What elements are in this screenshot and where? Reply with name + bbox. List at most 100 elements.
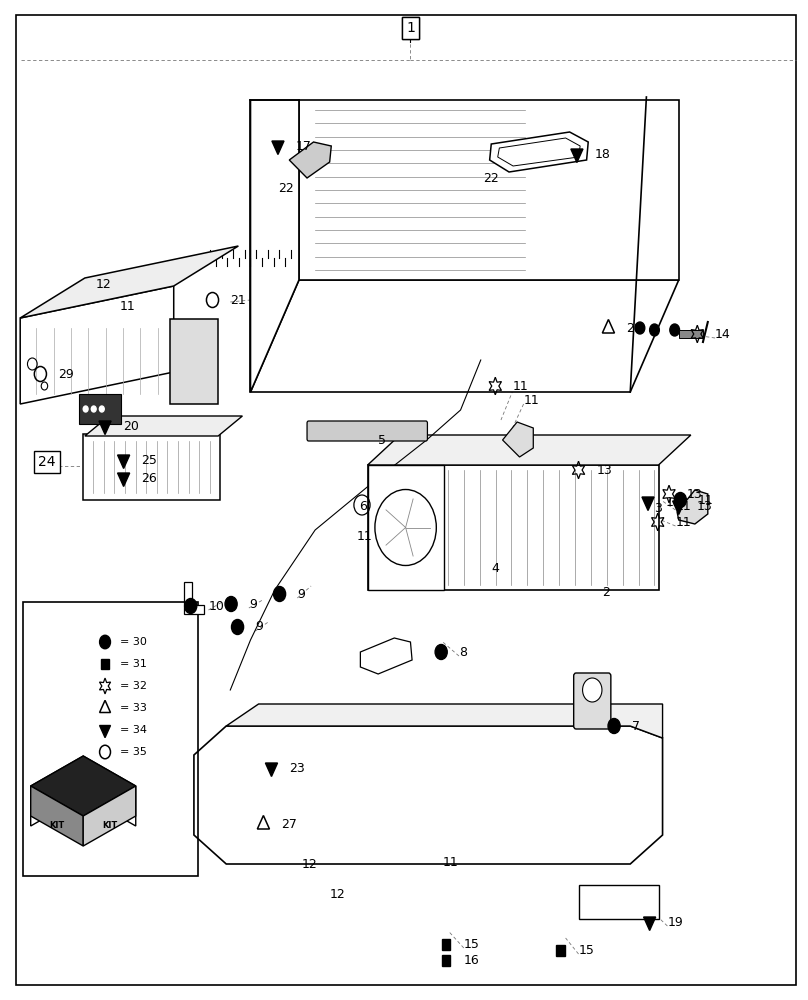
Text: 11: 11	[675, 499, 691, 512]
Text: 14: 14	[715, 328, 730, 340]
Circle shape	[670, 324, 680, 336]
Text: 22: 22	[278, 182, 293, 194]
Text: KIT: KIT	[49, 822, 65, 830]
Polygon shape	[184, 582, 204, 614]
Text: 5: 5	[378, 434, 386, 446]
Bar	[368, 465, 444, 590]
Text: 13: 13	[696, 499, 712, 512]
Text: 9: 9	[255, 620, 263, 634]
Text: 12: 12	[301, 857, 317, 870]
Polygon shape	[99, 726, 111, 738]
Text: 22: 22	[483, 172, 499, 184]
Circle shape	[184, 598, 197, 613]
Text: 25: 25	[141, 454, 158, 466]
Text: 13: 13	[687, 488, 702, 500]
Text: 19: 19	[667, 916, 683, 928]
Text: 20: 20	[123, 420, 139, 432]
Text: 4: 4	[491, 562, 499, 574]
Text: 2: 2	[602, 585, 610, 598]
Text: 12: 12	[330, 888, 345, 900]
Text: 1: 1	[406, 21, 415, 35]
Bar	[101, 659, 109, 669]
Text: 21: 21	[230, 294, 246, 306]
Text: 11: 11	[698, 493, 713, 506]
Text: 11: 11	[675, 516, 691, 528]
Circle shape	[273, 586, 286, 601]
Circle shape	[583, 678, 602, 702]
Circle shape	[99, 635, 111, 649]
Polygon shape	[360, 638, 412, 674]
Polygon shape	[289, 142, 331, 178]
Bar	[679, 330, 703, 338]
Bar	[556, 944, 566, 956]
Polygon shape	[490, 132, 588, 172]
Polygon shape	[31, 756, 136, 826]
Bar	[79, 394, 121, 424]
Polygon shape	[672, 501, 685, 514]
Polygon shape	[271, 141, 284, 154]
Text: 28: 28	[626, 322, 642, 334]
Text: 26: 26	[141, 472, 157, 485]
Circle shape	[608, 718, 621, 734]
Circle shape	[675, 492, 686, 508]
Text: 12: 12	[95, 277, 111, 290]
Circle shape	[650, 324, 659, 336]
FancyBboxPatch shape	[579, 885, 659, 919]
Circle shape	[83, 406, 88, 412]
Text: 23: 23	[289, 762, 305, 774]
Text: = 34: = 34	[120, 725, 146, 735]
Polygon shape	[20, 246, 238, 318]
Text: 9: 9	[297, 587, 305, 600]
Text: 27: 27	[281, 818, 297, 830]
Text: 29: 29	[58, 367, 74, 380]
Text: 6: 6	[360, 499, 368, 512]
Polygon shape	[265, 763, 278, 776]
Polygon shape	[503, 422, 533, 457]
Circle shape	[225, 596, 238, 611]
Polygon shape	[118, 455, 129, 468]
Bar	[170, 319, 218, 404]
Text: 10: 10	[208, 599, 225, 612]
Polygon shape	[31, 786, 83, 846]
Text: 16: 16	[464, 954, 479, 966]
Circle shape	[99, 406, 104, 412]
Bar	[23, 602, 198, 876]
Text: = 32: = 32	[120, 681, 146, 691]
Polygon shape	[99, 421, 112, 434]
Polygon shape	[85, 416, 242, 436]
Polygon shape	[118, 473, 129, 486]
Text: 17: 17	[296, 139, 312, 152]
Polygon shape	[83, 786, 136, 846]
FancyBboxPatch shape	[83, 434, 220, 500]
Text: = 33: = 33	[120, 703, 146, 713]
Circle shape	[91, 406, 96, 412]
Text: 9: 9	[249, 597, 257, 610]
Bar	[441, 954, 451, 966]
Polygon shape	[642, 497, 654, 510]
FancyBboxPatch shape	[307, 421, 427, 441]
Polygon shape	[570, 149, 583, 162]
FancyBboxPatch shape	[574, 673, 611, 729]
Bar	[368, 465, 659, 590]
Polygon shape	[677, 490, 708, 524]
Text: 11: 11	[357, 530, 372, 542]
Text: 18: 18	[595, 147, 611, 160]
Polygon shape	[643, 917, 655, 930]
Bar	[441, 938, 451, 950]
Text: 13: 13	[666, 495, 681, 508]
Polygon shape	[250, 100, 299, 392]
Text: 13: 13	[596, 464, 612, 477]
Text: = 30: = 30	[120, 637, 146, 647]
Text: 8: 8	[459, 646, 467, 658]
Polygon shape	[20, 286, 174, 404]
Text: 11: 11	[120, 300, 135, 312]
Circle shape	[231, 619, 244, 635]
Polygon shape	[194, 726, 663, 864]
Text: 7: 7	[632, 720, 640, 732]
Text: 1: 1	[406, 21, 415, 35]
Text: = 31: = 31	[120, 659, 146, 669]
Text: 11: 11	[513, 379, 528, 392]
Polygon shape	[299, 100, 679, 280]
Text: 24: 24	[38, 455, 56, 469]
Circle shape	[635, 322, 645, 334]
